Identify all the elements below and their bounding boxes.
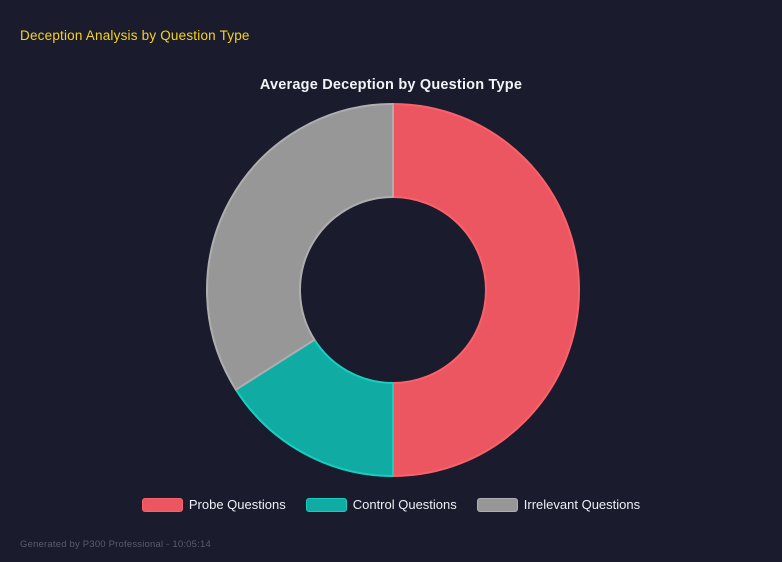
- legend-label-control: Control Questions: [352, 497, 457, 512]
- chart-title: Average Deception by Question Type: [259, 77, 523, 93]
- legend-item-control-questions[interactable]: Control Questions: [305, 497, 457, 512]
- page-title: Deception Analysis by Question Type: [20, 28, 250, 43]
- legend-item-probe-questions[interactable]: Probe Questions: [141, 497, 286, 512]
- legend-item-irrelevant-questions[interactable]: Irrelevant Questions: [476, 497, 641, 512]
- legend-label-probe: Probe Questions: [188, 497, 286, 512]
- legend-swatch-irrelevant-icon: [476, 497, 518, 512]
- legend-swatch-probe-icon: [141, 497, 183, 512]
- donut-segment-irrelevant-questions[interactable]: [206, 103, 394, 391]
- legend-swatch-control-icon: [305, 497, 347, 512]
- footer-text: Generated by P300 Professional - 10:05:1…: [20, 539, 211, 550]
- legend-label-irrelevant: Irrelevant Questions: [523, 497, 641, 512]
- donut-segment-probe-questions[interactable]: [392, 103, 580, 477]
- donut-segment-control-questions[interactable]: [234, 338, 394, 477]
- chart-legend: Probe Questions Control Questions Irrele…: [0, 497, 782, 512]
